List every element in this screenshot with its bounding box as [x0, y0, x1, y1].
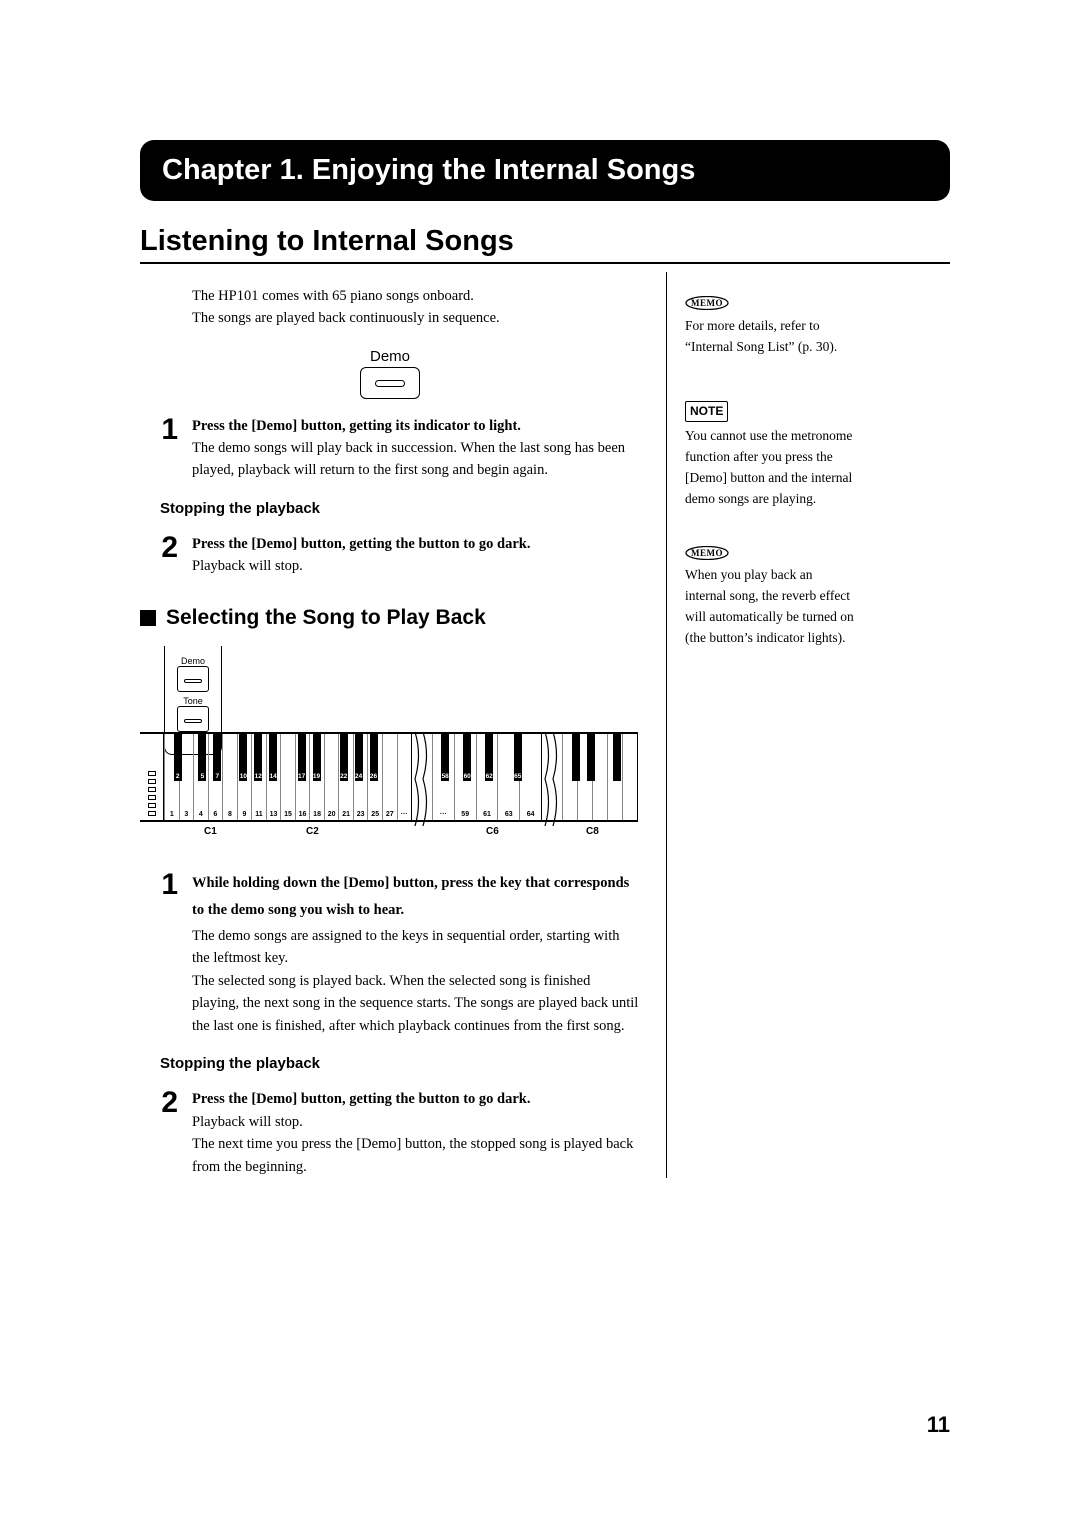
black-key: 17	[298, 734, 306, 781]
black-key: 58	[441, 734, 449, 781]
intro-line: The HP101 comes with 65 piano songs onbo…	[192, 286, 640, 308]
intro-text: The HP101 comes with 65 piano songs onbo…	[192, 286, 640, 330]
memo-block: MEMO For more details, refer to “Interna…	[685, 292, 856, 357]
section-title: Listening to Internal Songs	[140, 225, 950, 264]
step-text: Playback will stop.	[192, 1111, 640, 1133]
octave-label: C6	[486, 826, 499, 837]
main-column: The HP101 comes with 65 piano songs onbo…	[140, 272, 640, 1178]
select-step-1: 1 While holding down the [Demo] button, …	[140, 870, 640, 1037]
page-number: 11	[927, 1412, 950, 1438]
black-key: 22	[340, 734, 348, 781]
step-number: 2	[140, 1088, 178, 1178]
intro-line: The songs are played back continuously i…	[192, 308, 640, 330]
stopping-playback-head: Stopping the playback	[160, 500, 640, 517]
panel-demo-label: Demo	[175, 656, 211, 666]
black-key: 26	[370, 734, 378, 781]
step-1: 1 Press the [Demo] button, getting its i…	[140, 415, 640, 482]
subsection-title-text: Selecting the Song to Play Back	[166, 606, 486, 630]
keyboard-frame: 13468911131516182021232527··· 2571012141…	[140, 732, 638, 822]
step-text: Playback will stop.	[192, 555, 640, 577]
key-segment-3	[562, 734, 638, 820]
step-heading: While holding down the [Demo] button, pr…	[192, 870, 640, 925]
black-key: 24	[355, 734, 363, 781]
memo-badge: MEMO	[685, 543, 729, 562]
memo-block-2: MEMO When you play back an internal song…	[685, 542, 856, 649]
black-key: 7	[213, 734, 221, 781]
step-heading: Press the [Demo] button, getting its ind…	[192, 415, 640, 437]
note-badge: NOTE	[685, 401, 728, 422]
black-key: 10	[239, 734, 247, 781]
memo-text: When you play back an internal song, the…	[685, 565, 856, 649]
button-slot-icon	[375, 380, 405, 387]
mini-demo-button-icon	[177, 666, 209, 692]
black-key: 19	[313, 734, 321, 781]
black-key: 62	[485, 734, 493, 781]
step-number: 1	[140, 415, 178, 482]
octave-label: C8	[586, 826, 599, 837]
keyboard-figure: Demo Tone 13468911131516182021232527··· …	[140, 646, 638, 846]
break-mark-icon	[542, 734, 562, 820]
mini-tone-button-icon	[177, 706, 209, 732]
sidebar-column: MEMO For more details, refer to “Interna…	[666, 272, 856, 1178]
black-key: 2	[174, 734, 182, 781]
note-text: You cannot use the metronome function af…	[685, 426, 856, 510]
octave-label: C2	[306, 826, 319, 837]
step-text: The selected song is played back. When t…	[192, 970, 640, 1037]
key-segment-1: 13468911131516182021232527··· 2571012141…	[164, 734, 412, 820]
black-key	[572, 734, 580, 781]
note-block: NOTE You cannot use the metronome functi…	[685, 401, 856, 509]
step-2: 2 Press the [Demo] button, getting the b…	[140, 533, 640, 578]
black-key	[587, 734, 595, 781]
step-text: The next time you press the [Demo] butto…	[192, 1133, 640, 1178]
step-number: 2	[140, 533, 178, 578]
step-heading: Press the [Demo] button, getting the but…	[192, 533, 640, 555]
chapter-header: Chapter 1. Enjoying the Internal Songs	[140, 140, 950, 201]
demo-button-figure: Demo	[140, 348, 640, 399]
break-mark-icon	[412, 734, 432, 820]
svg-text:MEMO: MEMO	[691, 548, 723, 558]
black-key: 5	[198, 734, 206, 781]
select-step-2: 2 Press the [Demo] button, getting the b…	[140, 1088, 640, 1178]
octave-label: C1	[204, 826, 217, 837]
black-key	[613, 734, 621, 781]
key-segment-2: ···59616364 58606265	[432, 734, 542, 820]
black-key: 12	[254, 734, 262, 781]
black-key: 65	[514, 734, 522, 781]
svg-text:MEMO: MEMO	[691, 298, 723, 308]
stopping-playback-head-2: Stopping the playback	[160, 1055, 640, 1072]
subsection-title: Selecting the Song to Play Back	[140, 606, 640, 630]
side-strip	[140, 734, 164, 820]
memo-badge: MEMO	[685, 293, 729, 312]
step-text: The demo songs will play back in success…	[192, 437, 640, 482]
panel-tone-label: Tone	[175, 696, 211, 706]
step-heading: Press the [Demo] button, getting the but…	[192, 1088, 640, 1110]
demo-label: Demo	[140, 348, 640, 365]
memo-text: For more details, refer to “Internal Son…	[685, 316, 856, 358]
demo-button-icon	[360, 367, 420, 399]
black-key: 14	[269, 734, 277, 781]
square-bullet-icon	[140, 610, 156, 626]
step-text: The demo songs are assigned to the keys …	[192, 925, 640, 970]
black-key: 60	[463, 734, 471, 781]
step-number: 1	[140, 870, 178, 1037]
